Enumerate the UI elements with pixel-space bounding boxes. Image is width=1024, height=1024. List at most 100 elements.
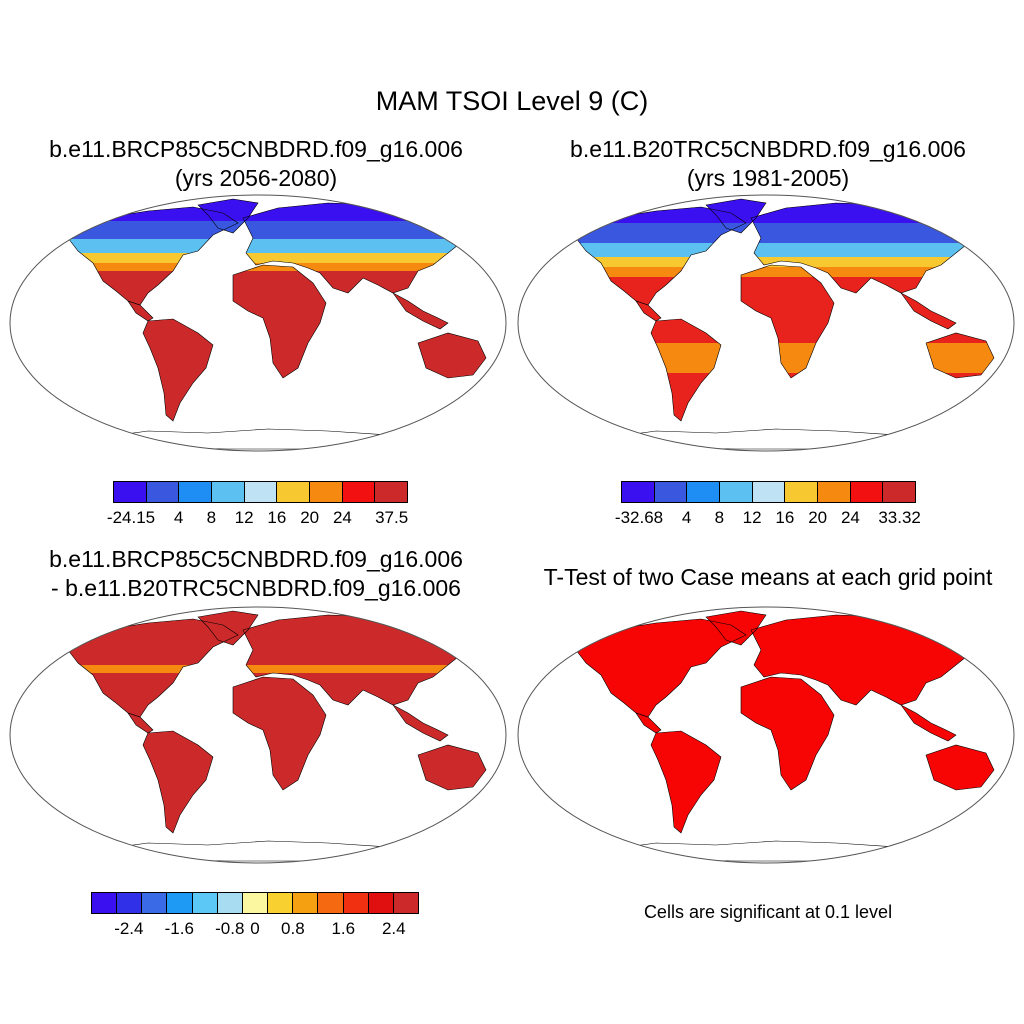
colorbar-swatch	[179, 482, 213, 502]
colorbar-swatch	[92, 893, 118, 913]
temperature-band	[68, 239, 488, 253]
colorbar-swatch	[242, 893, 269, 913]
colorbar-swatch	[342, 482, 376, 502]
colorbar-tick-label: -1.6	[164, 919, 194, 938]
panel-3-title: b.e11.BRCP85C5CNBDRD.f09_g16.006 - b.e11…	[0, 545, 512, 603]
globe-border	[517, 194, 1015, 452]
temperature-band	[576, 257, 996, 267]
northAmerica-outline	[67, 206, 239, 306]
seAsia-outline	[392, 704, 449, 742]
northAmerica-outline	[575, 618, 747, 718]
panel-2-colorbar	[621, 481, 916, 503]
colorbar-swatch	[883, 482, 916, 502]
colorbar-tick-label: 24	[332, 508, 352, 527]
centralAmerica-outline	[127, 300, 154, 322]
colorbar-swatch	[785, 482, 819, 502]
colorbar-swatch	[277, 482, 311, 502]
panel-2-title: b.e11.B20TRC5CNBDRD.f09_g16.006 (yrs 198…	[512, 135, 1024, 193]
australia-outline	[925, 332, 995, 379]
panel-2-title-line1: b.e11.B20TRC5CNBDRD.f09_g16.006	[570, 136, 966, 162]
colorbar-swatch	[393, 893, 419, 913]
colorbar-swatch	[343, 893, 369, 913]
centralAmerica-outline	[635, 300, 662, 322]
colorbar-swatch	[318, 893, 344, 913]
colorbar-tick-label: -0.8	[215, 919, 245, 938]
colorbar-tick-label: 37.5	[375, 508, 409, 527]
southAmerica-outline	[650, 318, 722, 422]
colorbar-swatch	[114, 482, 147, 502]
southAmerica-outline	[650, 730, 722, 834]
globe-border	[9, 606, 507, 864]
antarctica-outline	[97, 840, 429, 862]
panel-1-title-line1: b.e11.BRCP85C5CNBDRD.f09_g16.006	[49, 136, 463, 162]
colorbar-swatch	[244, 482, 278, 502]
panel-1-title-line2: (yrs 2056-2080)	[174, 165, 338, 191]
seAsia-outline	[900, 292, 957, 330]
figure-title: MAM TSOI Level 9 (C)	[375, 86, 649, 116]
northAmerica-outline	[67, 618, 239, 718]
australia-outline	[925, 744, 995, 791]
temperature-band	[68, 253, 488, 263]
colorbar-tick-label: 24	[840, 508, 860, 527]
panel-2-colorbar-labels: -32.68 4 8 12 16 20 24 33.32	[615, 508, 921, 530]
africa-outline	[740, 264, 835, 379]
temperature-band	[68, 199, 488, 221]
colorbar-tick-label: 4	[173, 508, 184, 527]
colorbar-swatch	[818, 482, 851, 502]
panel-1-colorbar-labels: -24.15 4 8 12 16 20 24 37.5	[107, 508, 409, 530]
colorbar-swatch	[146, 482, 180, 502]
panel-3-colorbar-labels: -2.4 -1.6 -0.8 0 0.8 1.6 2.4	[91, 919, 419, 941]
northAmerica-outline	[575, 206, 747, 306]
colorbar-tick-label: 12	[742, 508, 762, 527]
temperature-band	[576, 343, 996, 373]
greenland-outline	[705, 198, 767, 234]
temperature-band	[576, 199, 996, 223]
colorbar-swatch	[192, 893, 218, 913]
colorbar-swatch	[212, 482, 245, 502]
antarctica-outline	[605, 840, 937, 862]
antarctica-outline	[97, 428, 429, 450]
colorbar-tick-label: 33.32	[878, 508, 921, 527]
panel-4-title: T-Test of two Case means at each grid po…	[543, 564, 993, 590]
antarctica-outline	[605, 428, 937, 450]
colorbar-swatch	[687, 482, 721, 502]
colorbar-swatch	[368, 893, 394, 913]
colorbar-swatch	[167, 893, 193, 913]
colorbar-tick-label: 8	[206, 508, 217, 527]
panel-3-colorbar	[91, 892, 419, 914]
significance-note: Cells are significant at 0.1 level	[643, 902, 893, 922]
temperature-band	[68, 221, 488, 239]
panel-3-title-line2: - b.e11.B20TRC5CNBDRD.f09_g16.006	[51, 575, 461, 601]
panel-4-map	[517, 606, 1015, 864]
africa-outline	[232, 264, 327, 379]
colorbar-tick-label: 20	[808, 508, 828, 527]
globe-border	[517, 606, 1015, 864]
colorbar-tick-label: 8	[714, 508, 725, 527]
colorbar-tick-label: 4	[681, 508, 692, 527]
australia-outline	[417, 744, 487, 791]
colorbar-tick-label: 1.6	[331, 919, 356, 938]
colorbar-tick-label: 0	[250, 919, 260, 938]
southAmerica-outline	[142, 318, 214, 422]
centralAmerica-outline	[127, 712, 154, 734]
panel-2-map	[517, 194, 1015, 452]
greenland-outline	[197, 610, 259, 646]
panel-2-title-line2: (yrs 1981-2005)	[686, 165, 850, 191]
colorbar-tick-label: -32.68	[614, 508, 664, 527]
colorbar-swatch	[375, 482, 408, 502]
temperature-band	[576, 243, 996, 257]
temperature-band	[68, 665, 488, 673]
temperature-band	[576, 223, 996, 243]
colorbar-tick-label: -24.15	[106, 508, 156, 527]
centralAmerica-outline	[635, 712, 662, 734]
panel-3-title-line1: b.e11.BRCP85C5CNBDRD.f09_g16.006	[49, 546, 463, 572]
temperature-band	[68, 263, 488, 271]
southAmerica-outline	[142, 730, 214, 834]
colorbar-swatch	[217, 893, 243, 913]
greenland-outline	[705, 610, 767, 646]
colorbar-swatch	[268, 893, 294, 913]
colorbar-swatch	[293, 893, 319, 913]
seAsia-outline	[392, 292, 449, 330]
colorbar-tick-label: 16	[775, 508, 795, 527]
colorbar-swatch	[117, 893, 143, 913]
